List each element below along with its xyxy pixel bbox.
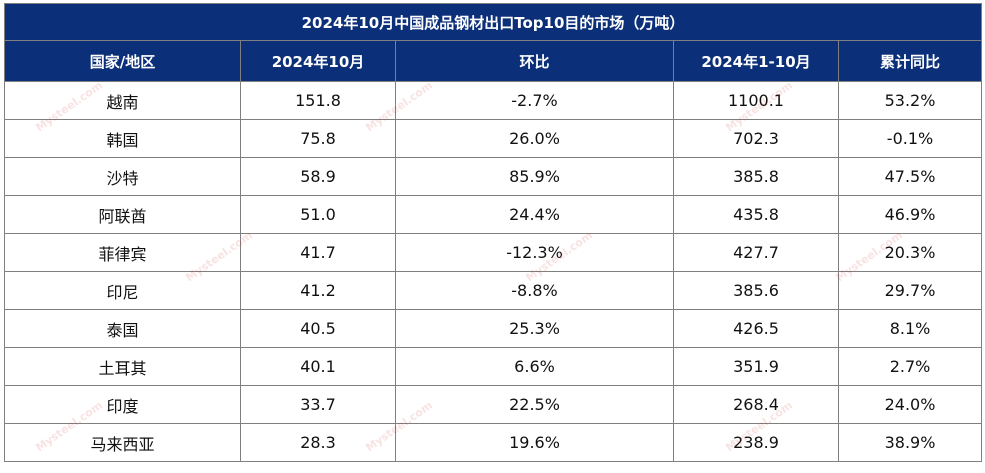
column-header: 2024年10月 — [240, 40, 396, 82]
table-body: 越南 151.8 -2.7% 1100.1 53.2% 韩国 75.8 26.0% 702.3-… — [4, 81, 983, 462]
value-cell: 351.9 — [673, 347, 839, 386]
country-cell: 印度 — [4, 385, 241, 424]
value-cell: -12.3% — [395, 233, 674, 272]
country-cell: 菲律宾 — [4, 233, 241, 272]
country-cell: 土耳其 — [4, 347, 241, 386]
value-cell: 702.3 — [673, 119, 839, 158]
country-cell: 马来西亚 — [4, 423, 241, 462]
value-cell: 85.9% — [395, 157, 674, 196]
value-cell: 1100.1 — [673, 81, 839, 120]
table-row: 沙特 58.9 85.9% 385.8 47.5% — [4, 157, 983, 196]
table-row: 韩国 75.8 26.0% 702.3 -0.1% — [4, 119, 983, 158]
table-row: 马来西亚 28.3 19.6% 238.9 38.9% — [4, 423, 983, 462]
column-header: 国家/地区 — [4, 40, 241, 82]
value-cell: 75.8 — [240, 119, 396, 158]
value-cell: 46.9% — [837, 195, 983, 234]
value-cell: 28.3 — [240, 423, 396, 462]
value-cell: 25.3% — [395, 309, 674, 348]
table-header-row: 国家/地区 2024年10月 环比 2024年1-10月 累计同比 — [4, 40, 983, 82]
column-header: 累计同比 — [837, 40, 983, 82]
value-cell: 268.4 — [673, 385, 839, 424]
value-cell: -2.7% — [395, 81, 674, 120]
value-cell: 58.9 — [240, 157, 396, 196]
value-cell: 47.5% — [837, 157, 983, 196]
value-cell: 22.5% — [395, 385, 674, 424]
value-cell: 24.4% — [395, 195, 674, 234]
country-cell: 韩国 — [4, 119, 241, 158]
column-header: 2024年1-10月 — [673, 40, 839, 82]
value-cell: 41.2 — [240, 271, 396, 310]
value-cell: 427.7 — [673, 233, 839, 272]
value-cell: 26.0% — [395, 119, 674, 158]
value-cell: 33.7 — [240, 385, 396, 424]
value-cell: 20.3% — [837, 233, 983, 272]
column-header: 环比 — [395, 40, 674, 82]
value-cell: 40.5 — [240, 309, 396, 348]
country-cell: 沙特 — [4, 157, 241, 196]
table-title-row: 2024年10月中国成品钢材出口Top10目的市场（万吨） — [3, 3, 983, 41]
table-row: 土耳其 40.1 6.6% 351.9 2.7% — [4, 347, 983, 386]
table-row: 印度 33.7 22.5% 268.4 24.0% — [4, 385, 983, 424]
table-row: 印尼 41.2 -8.8% 385.6 29.7% — [4, 271, 983, 310]
table-title: 2024年10月中国成品钢材出口Top10目的市场（万吨） — [3, 3, 983, 41]
value-cell: 426.5 — [673, 309, 839, 348]
value-cell: 8.1% — [837, 309, 983, 348]
value-cell: -0.1% — [837, 119, 983, 158]
value-cell: 385.6 — [673, 271, 839, 310]
value-cell: 238.9 — [673, 423, 839, 462]
country-cell: 泰国 — [4, 309, 241, 348]
value-cell: 24.0% — [837, 385, 983, 424]
table-row: 越南 151.8 -2.7% 1100.1 53.2% — [4, 81, 983, 120]
table-row: 菲律宾 41.7 -12.3% 427.7 20.3% — [4, 233, 983, 272]
value-cell: 19.6% — [395, 423, 674, 462]
value-cell: -8.8% — [395, 271, 674, 310]
export-markets-table: 2024年10月中国成品钢材出口Top10目的市场（万吨） 国家/地区 2024… — [3, 3, 983, 462]
value-cell: 6.6% — [395, 347, 674, 386]
value-cell: 29.7% — [837, 271, 983, 310]
value-cell: 40.1 — [240, 347, 396, 386]
country-cell: 阿联酋 — [4, 195, 241, 234]
country-cell: 印尼 — [4, 271, 241, 310]
value-cell: 151.8 — [240, 81, 396, 120]
table-row: 阿联酋 51.0 24.4% 435.8 46.9% — [4, 195, 983, 234]
value-cell: 435.8 — [673, 195, 839, 234]
value-cell: 51.0 — [240, 195, 396, 234]
value-cell: 41.7 — [240, 233, 396, 272]
table-row: 泰国 40.5 25.3% 426.5 8.1% — [4, 309, 983, 348]
country-cell: 越南 — [4, 81, 241, 120]
value-cell: 2.7% — [837, 347, 983, 386]
value-cell: 385.8 — [673, 157, 839, 196]
value-cell: 38.9% — [837, 423, 983, 462]
value-cell: 53.2% — [837, 81, 983, 120]
